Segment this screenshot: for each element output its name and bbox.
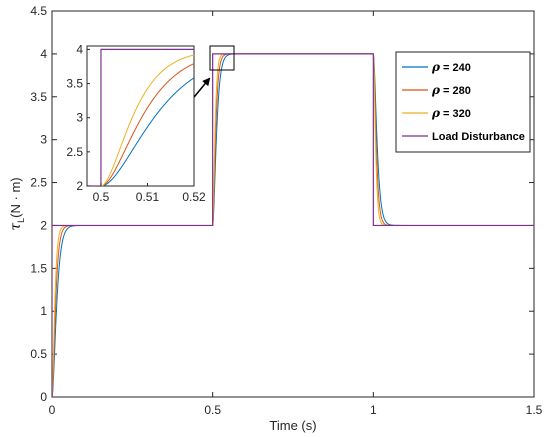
inset-y-tick-label: 3 xyxy=(76,111,83,125)
inset-series-line-load-disturbance xyxy=(87,48,194,186)
x-tick-label: 1 xyxy=(370,403,377,417)
y-tick-label: 4 xyxy=(40,47,47,61)
inset-y-tick-label: 3.5 xyxy=(66,77,83,91)
legend-label-0: ρ = 240 xyxy=(431,60,471,74)
inset-x-tick-label: 0.51 xyxy=(136,190,160,204)
legend-box xyxy=(395,51,531,153)
x-axis-label: Time (s) xyxy=(269,418,316,433)
main-series xyxy=(52,53,534,397)
inset-y-tick-label: 2.5 xyxy=(66,145,83,159)
zoom-region-box xyxy=(209,45,235,71)
inset-plot-area xyxy=(86,45,195,187)
y-tick-label: 0.5 xyxy=(30,347,47,361)
y-axis-label-subscript: L xyxy=(16,218,26,223)
x-tick-label: 0.5 xyxy=(204,403,221,417)
legend-label-3: Load Disturbance xyxy=(432,131,525,143)
legend-label-text: = 320 xyxy=(440,108,471,120)
y-axis-label-unit: (N · m) xyxy=(8,177,23,217)
inset-y-tick-label: 2 xyxy=(76,179,83,193)
inset-y-tick-label: 4 xyxy=(76,42,83,56)
legend-label-text: Load Disturbance xyxy=(432,131,525,143)
x-tick-label: 0 xyxy=(49,403,56,417)
inset-series-line-1 xyxy=(100,63,194,186)
inset-x-tick-label: 0.5 xyxy=(93,190,110,204)
x-tick-label: 1.5 xyxy=(526,403,543,417)
legend-label-text: = 280 xyxy=(440,85,471,97)
inset-x-tick-label: 0.52 xyxy=(182,190,206,204)
legend-rho-symbol: ρ xyxy=(431,106,441,120)
legend-rho-symbol: ρ xyxy=(431,83,441,97)
y-tick-label: 3 xyxy=(40,133,47,147)
inset-series-line-2 xyxy=(100,54,194,186)
y-tick-label: 2 xyxy=(40,218,47,232)
y-tick-label: 4.5 xyxy=(30,4,47,18)
y-tick-label: 0 xyxy=(40,390,47,404)
legend-label-2: ρ = 320 xyxy=(431,106,471,120)
series-line-load-disturbance xyxy=(52,53,534,397)
inset-series-line-0 xyxy=(100,77,194,186)
y-tick-label: 3.5 xyxy=(30,90,47,104)
inset-series xyxy=(87,48,194,186)
legend-label-1: ρ = 280 xyxy=(431,83,471,97)
legend-rho-symbol: ρ xyxy=(431,60,441,74)
y-tick-label: 1.5 xyxy=(30,261,47,275)
y-tick-label: 1 xyxy=(40,304,47,318)
inset-axis-ticks: 0.5 0.51 0.52 2 2.5 3 3.5 4 xyxy=(66,42,206,204)
y-tick-label: 2.5 xyxy=(30,176,47,190)
y-axis-label-symbol: τ xyxy=(8,223,24,231)
y-axis-label: τL(N · m) xyxy=(8,177,26,230)
legend-label-text: = 240 xyxy=(440,62,471,74)
